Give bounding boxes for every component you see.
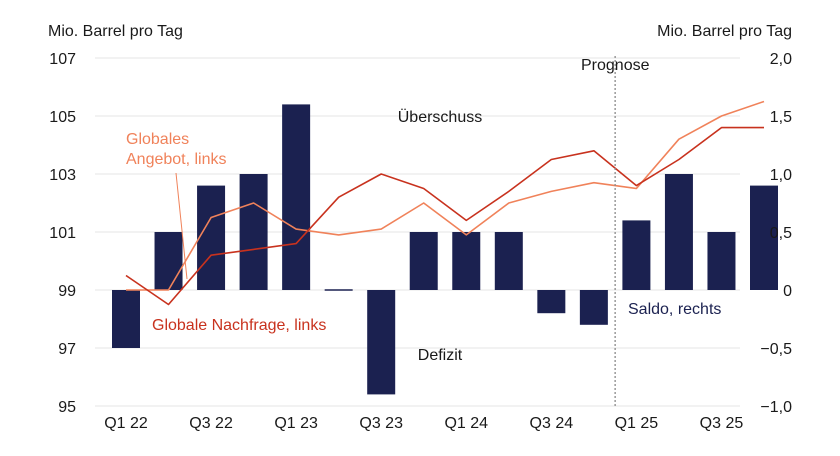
- x-tick-label: Q3 23: [359, 415, 403, 432]
- balance-bar: [537, 290, 566, 314]
- right-tick-label: −0,5: [760, 341, 792, 358]
- balance-bar: [452, 232, 481, 290]
- left-axis: Mio. Barrel pro Tag 95 97 99 101 103 105 107: [48, 23, 183, 416]
- supply-label-line-1: Globales: [126, 131, 189, 148]
- x-tick-label: Q1 23: [274, 415, 318, 432]
- balance-bar: [494, 232, 523, 290]
- supply-series-label: Globales Angebot, links: [126, 131, 227, 168]
- balance-bar: [409, 232, 438, 290]
- right-tick-label: 0,5: [770, 225, 792, 242]
- demand-series-label: Globale Nachfrage, links: [152, 317, 326, 334]
- balance-bar: [239, 174, 268, 290]
- balance-bar: [622, 220, 651, 290]
- balance-bar: [367, 290, 396, 395]
- balance-bar: [112, 290, 140, 348]
- supply-line: [126, 100, 765, 291]
- right-axis: Mio. Barrel pro Tag −1,0 −0,5 0 0,5 1,0 1,5 2,…: [657, 23, 792, 416]
- right-tick-label: 1,0: [770, 167, 792, 184]
- forecast-label: Prognose: [581, 57, 650, 74]
- left-tick-label: 99: [58, 283, 76, 300]
- x-tick-label: Q3 25: [700, 415, 744, 432]
- right-tick-label: 2,0: [770, 51, 792, 68]
- supply-demand-lines: [125, 100, 765, 306]
- balance-bar: [154, 232, 183, 290]
- x-tick-label: Q1 25: [615, 415, 659, 432]
- supply-label-line-2: Angebot, links: [126, 151, 227, 168]
- left-tick-label: 107: [49, 51, 76, 68]
- left-tick-label: 97: [58, 341, 76, 358]
- balance-bar: [579, 290, 608, 325]
- right-tick-label: −1,0: [760, 399, 792, 416]
- x-tick-label: Q1 22: [104, 415, 148, 432]
- right-axis-title: Mio. Barrel pro Tag: [657, 23, 792, 40]
- right-tick-label: 0: [783, 283, 792, 300]
- deficit-label: Defizit: [418, 347, 463, 364]
- right-tick-label: 1,5: [770, 109, 792, 126]
- balance-bar: [707, 232, 736, 290]
- balance-bar: [664, 174, 693, 290]
- left-tick-label: 95: [58, 399, 76, 416]
- left-tick-label: 105: [49, 109, 76, 126]
- supply-label-leader: [175, 172, 188, 280]
- surplus-label: Überschuss: [398, 108, 482, 126]
- balance-bar: [282, 104, 311, 291]
- x-tick-label: Q3 24: [530, 415, 574, 432]
- balance-bars: [112, 104, 778, 395]
- left-axis-title: Mio. Barrel pro Tag: [48, 23, 183, 40]
- left-tick-label: 103: [49, 167, 76, 184]
- left-tick-label: 101: [49, 225, 76, 242]
- x-tick-label: Q3 22: [189, 415, 233, 432]
- x-axis: Q1 22 Q3 22 Q1 23 Q3 23 Q1 24 Q3 24 Q1 25 Q3 25: [104, 415, 743, 432]
- demand-line: [125, 126, 764, 306]
- annotations: Überschuss Defizit Prognose Globales Ang…: [126, 57, 721, 364]
- balance-series-label: Saldo, rechts: [628, 301, 721, 318]
- balance-bar: [750, 185, 778, 290]
- balance-bar: [197, 185, 226, 290]
- x-tick-label: Q1 24: [444, 415, 488, 432]
